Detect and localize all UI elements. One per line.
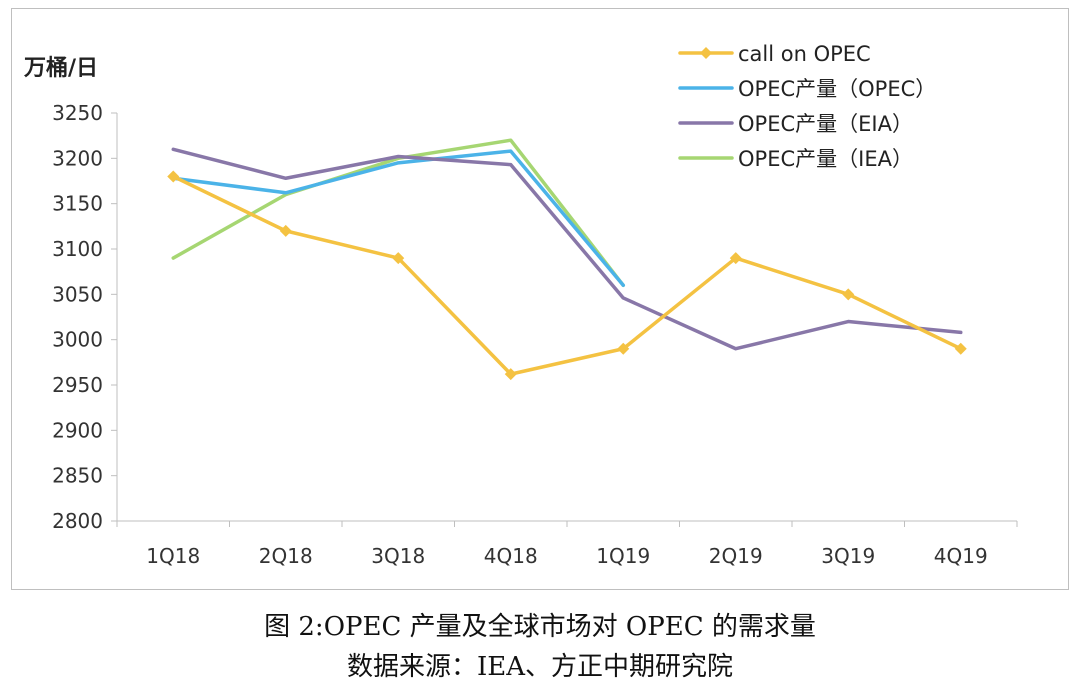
chart-frame: 万桶/日 2800 2850 2900 2950 3000 3050 3100 3150 320… <box>11 8 1069 590</box>
data-point <box>954 342 967 355</box>
legend-label: OPEC产量（IEA） <box>738 147 913 171</box>
y-axis-label: 万桶/日 <box>23 56 98 81</box>
data-point <box>617 342 630 355</box>
y-tick-label: 2950 <box>52 373 103 397</box>
figure-caption: 图 2:OPEC 产量及全球市场对 OPEC 的需求量 <box>264 612 816 642</box>
legend-label: call on OPEC <box>738 42 871 66</box>
data-point <box>167 170 180 183</box>
series-layer <box>167 138 967 381</box>
y-tick-label: 3200 <box>52 146 103 170</box>
x-tick-label: 3Q19 <box>821 544 875 568</box>
x-tick-label: 3Q18 <box>371 544 425 568</box>
data-source-caption: 数据来源：IEA、方正中期研究院 <box>346 652 734 682</box>
y-tick-label: 3000 <box>52 328 103 352</box>
series-line <box>171 149 625 288</box>
y-tick-label: 2850 <box>52 464 103 488</box>
legend-marker <box>700 47 712 59</box>
axes: 2800 2850 2900 2950 3000 3050 3100 3150 3200 3250… <box>52 101 1018 568</box>
line-chart: 万桶/日 2800 2850 2900 2950 3000 3050 3100 3150 320… <box>23 42 1018 568</box>
data-point <box>504 368 517 381</box>
y-tick-label: 3150 <box>52 192 103 216</box>
y-tick-label: 2800 <box>52 509 103 533</box>
x-tick-label: 2Q19 <box>709 544 763 568</box>
series-line <box>171 147 963 351</box>
y-tick-label: 3100 <box>52 237 103 261</box>
x-tick-label: 4Q18 <box>484 544 538 568</box>
y-tick-label: 3050 <box>52 282 103 306</box>
data-point <box>279 224 292 237</box>
x-tick-label: 2Q18 <box>259 544 313 568</box>
legend-label: OPEC产量（EIA） <box>738 112 913 136</box>
series-line <box>171 138 625 288</box>
x-tick-label: 1Q19 <box>596 544 650 568</box>
y-tick-label: 2900 <box>52 418 103 442</box>
data-point <box>842 288 855 301</box>
x-tick-label: 1Q18 <box>146 544 200 568</box>
y-tick-label: 3250 <box>52 101 103 125</box>
data-point <box>729 252 742 265</box>
legend-label: OPEC产量（OPEC） <box>738 77 936 101</box>
legend: call on OPEC OPEC产量（OPEC） OPEC产量（EIA） OPEC产… <box>678 42 936 171</box>
series-line <box>171 174 963 376</box>
data-point <box>392 252 405 265</box>
x-tick-label: 4Q19 <box>934 544 988 568</box>
